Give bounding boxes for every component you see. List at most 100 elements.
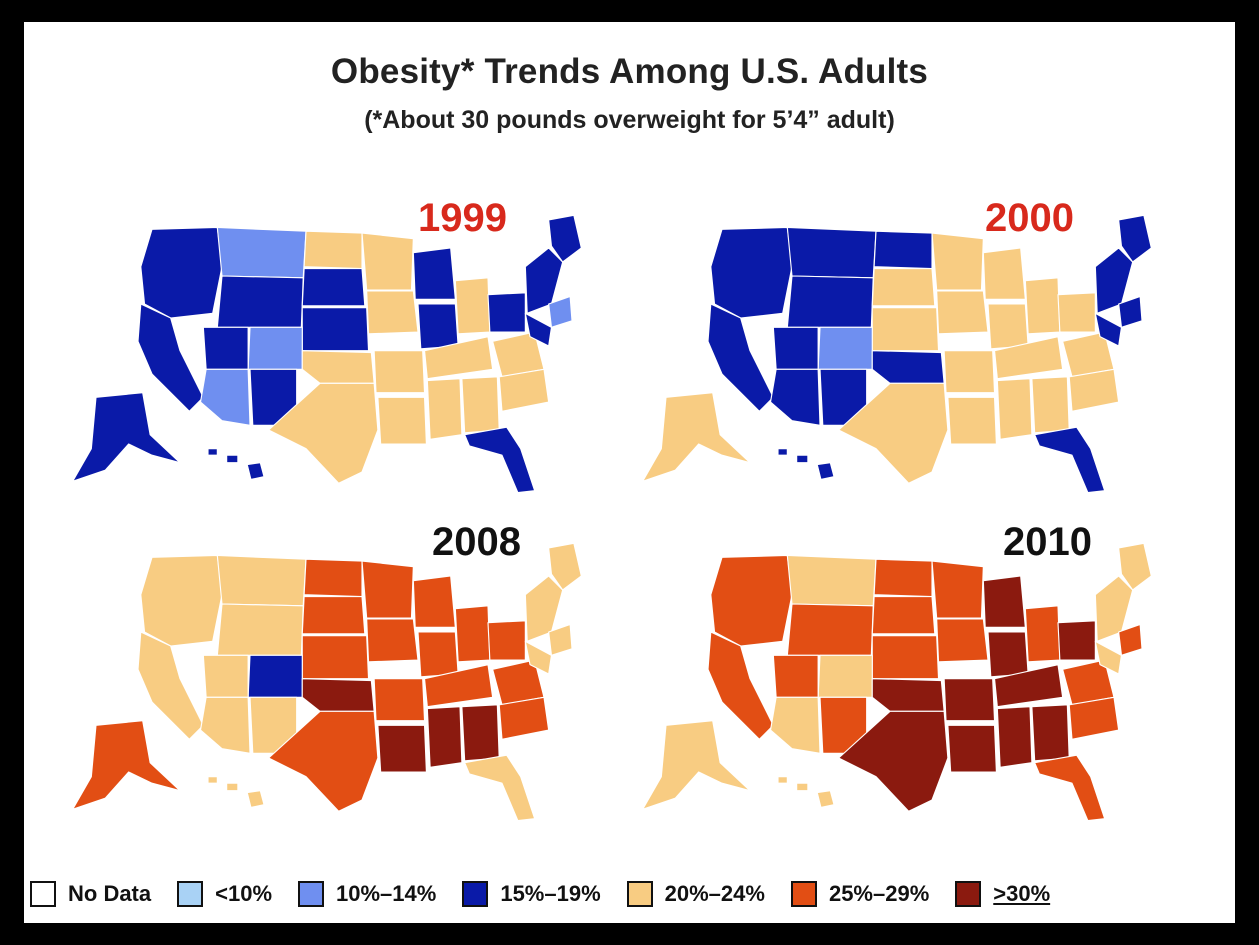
legend-item-15-19: 15%–19%: [462, 881, 601, 907]
state-region-ne2: [1118, 623, 1143, 656]
us-map-2000: [610, 200, 1170, 520]
state-region-hi: [777, 448, 835, 481]
state-region-nw: [137, 631, 204, 740]
legend-swatch: [790, 881, 817, 907]
state-region-mw2: [412, 575, 456, 628]
state-region-mw: [936, 618, 989, 663]
legend-item-lt10: <10%: [177, 881, 272, 907]
legend-swatch: [30, 881, 56, 907]
state-region-mw2: [982, 575, 1026, 628]
state-region-mw2: [1057, 620, 1096, 661]
state-region-mw2: [487, 620, 526, 661]
legend-swatch: [462, 881, 489, 907]
legend: No Data <10% 10%–14% 15%–19% 20%–24% 25%…: [30, 874, 1230, 914]
state-region-deep: [996, 706, 1033, 768]
state-region-sw: [769, 368, 821, 426]
state-region-deep: [426, 706, 463, 768]
state-region-mw: [366, 618, 419, 663]
state-region-nw: [707, 303, 774, 412]
state-region-mw2: [1057, 292, 1096, 333]
state-region-nd: [303, 230, 363, 270]
us-map-2008: [40, 528, 600, 848]
state-region-sw: [199, 368, 251, 426]
state-region-south: [423, 664, 494, 708]
state-region-ne: [548, 542, 582, 591]
state-region-ne2: [1118, 295, 1143, 328]
state-region-sw: [199, 696, 251, 754]
state-region-fl: [1034, 426, 1106, 494]
state-region-mw: [454, 277, 491, 335]
state-region-nd: [873, 558, 933, 598]
state-region-nw: [202, 654, 249, 698]
state-region-tx: [268, 710, 379, 812]
state-region-fl: [1034, 754, 1106, 822]
state-region-mw: [931, 232, 984, 291]
state-region-mw: [936, 290, 989, 335]
state-region-deep: [1031, 704, 1070, 762]
legend-item-10-14: 10%–14%: [298, 881, 436, 907]
legend-swatch: [298, 881, 325, 907]
state-region-south: [373, 350, 426, 394]
state-region-mw2: [487, 292, 526, 333]
state-region-se: [1068, 696, 1120, 740]
map-svg: [72, 542, 582, 822]
state-region-nw: [216, 603, 304, 656]
us-map-2010: [610, 528, 1170, 848]
state-region-deep: [947, 724, 997, 773]
state-region-deep: [461, 704, 500, 762]
state-region-mt: [786, 554, 877, 607]
state-region-ne: [524, 640, 553, 675]
state-region-ok: [871, 350, 945, 384]
state-region-plains: [871, 267, 936, 307]
state-region-mw: [361, 232, 414, 291]
state-region-ak: [642, 392, 751, 482]
map-svg: [642, 214, 1152, 494]
map-svg: [642, 542, 1152, 822]
state-region-nw: [140, 226, 223, 319]
year-label-2008: 2008: [432, 520, 521, 564]
state-region-ok: [301, 678, 375, 712]
legend-item-gte30: >30%: [955, 881, 1050, 907]
state-region-co: [247, 654, 303, 698]
state-region-south: [373, 678, 426, 722]
state-region-nw: [137, 303, 204, 412]
state-region-ne: [548, 214, 582, 263]
state-region-mw: [1024, 605, 1061, 663]
state-region-plains: [301, 595, 366, 635]
state-region-tx: [838, 382, 949, 484]
state-region-plains: [301, 267, 366, 307]
legend-label: 25%–29%: [828, 881, 930, 906]
state-region-mw: [366, 290, 419, 335]
state-region-nw: [707, 631, 774, 740]
state-region-ne: [1094, 640, 1123, 675]
state-region-hi: [207, 448, 265, 481]
state-region-ne2: [548, 295, 573, 328]
state-region-mw: [1024, 277, 1061, 335]
legend-label: No Data: [68, 881, 152, 906]
us-map-1999: [40, 200, 600, 520]
state-region-ak: [642, 720, 751, 810]
state-region-south: [943, 350, 996, 394]
state-region-south: [943, 678, 996, 722]
map-svg: [72, 214, 582, 494]
legend-swatch: [955, 881, 982, 907]
state-region-se: [498, 368, 550, 412]
state-region-deep: [947, 396, 997, 445]
year-label-2010: 2010: [1003, 520, 1092, 564]
state-region-mw: [931, 560, 984, 619]
state-region-mt: [216, 554, 307, 607]
state-region-ne: [524, 575, 564, 642]
state-region-hi: [207, 776, 265, 809]
state-region-nd: [303, 558, 363, 598]
legend-item-nodata: No Data: [30, 881, 151, 907]
page-subtitle: (*About 30 pounds overweight for 5’4” ad…: [364, 106, 895, 134]
state-region-ak: [72, 392, 181, 482]
state-region-nw: [216, 275, 304, 328]
state-region-ne: [1094, 247, 1134, 314]
state-region-se: [1068, 368, 1120, 412]
state-region-plains: [871, 635, 940, 680]
state-region-co: [817, 326, 873, 370]
state-region-tx: [268, 382, 379, 484]
page-title: Obesity* Trends Among U.S. Adults: [330, 52, 929, 91]
year-label-2000: 2000: [985, 196, 1074, 240]
